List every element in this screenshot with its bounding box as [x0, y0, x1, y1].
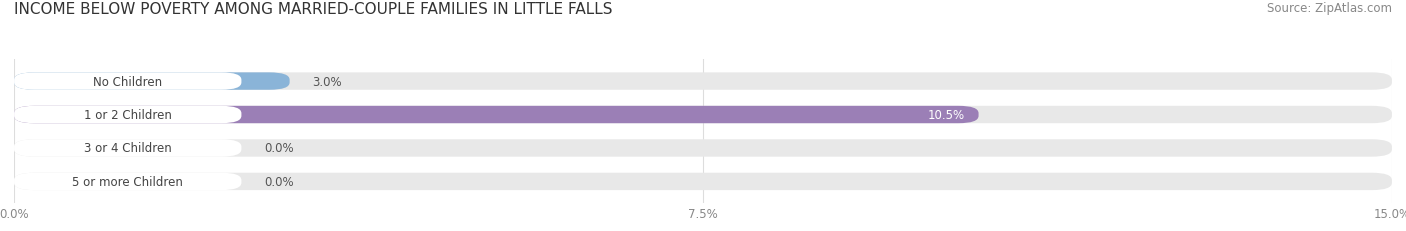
- Text: No Children: No Children: [93, 75, 162, 88]
- FancyBboxPatch shape: [14, 140, 1392, 157]
- FancyBboxPatch shape: [14, 140, 242, 157]
- FancyBboxPatch shape: [14, 106, 242, 124]
- Text: 0.0%: 0.0%: [264, 175, 294, 188]
- Text: 3.0%: 3.0%: [312, 75, 342, 88]
- Text: 10.5%: 10.5%: [928, 109, 965, 122]
- Text: 3 or 4 Children: 3 or 4 Children: [84, 142, 172, 155]
- FancyBboxPatch shape: [14, 106, 1392, 124]
- FancyBboxPatch shape: [14, 173, 1392, 190]
- Text: 5 or more Children: 5 or more Children: [72, 175, 183, 188]
- Text: INCOME BELOW POVERTY AMONG MARRIED-COUPLE FAMILIES IN LITTLE FALLS: INCOME BELOW POVERTY AMONG MARRIED-COUPL…: [14, 2, 613, 17]
- FancyBboxPatch shape: [14, 73, 1392, 90]
- FancyBboxPatch shape: [14, 73, 290, 90]
- FancyBboxPatch shape: [14, 173, 242, 190]
- Text: Source: ZipAtlas.com: Source: ZipAtlas.com: [1267, 2, 1392, 15]
- FancyBboxPatch shape: [14, 73, 242, 90]
- FancyBboxPatch shape: [14, 106, 979, 124]
- Text: 0.0%: 0.0%: [264, 142, 294, 155]
- Text: 1 or 2 Children: 1 or 2 Children: [84, 109, 172, 122]
